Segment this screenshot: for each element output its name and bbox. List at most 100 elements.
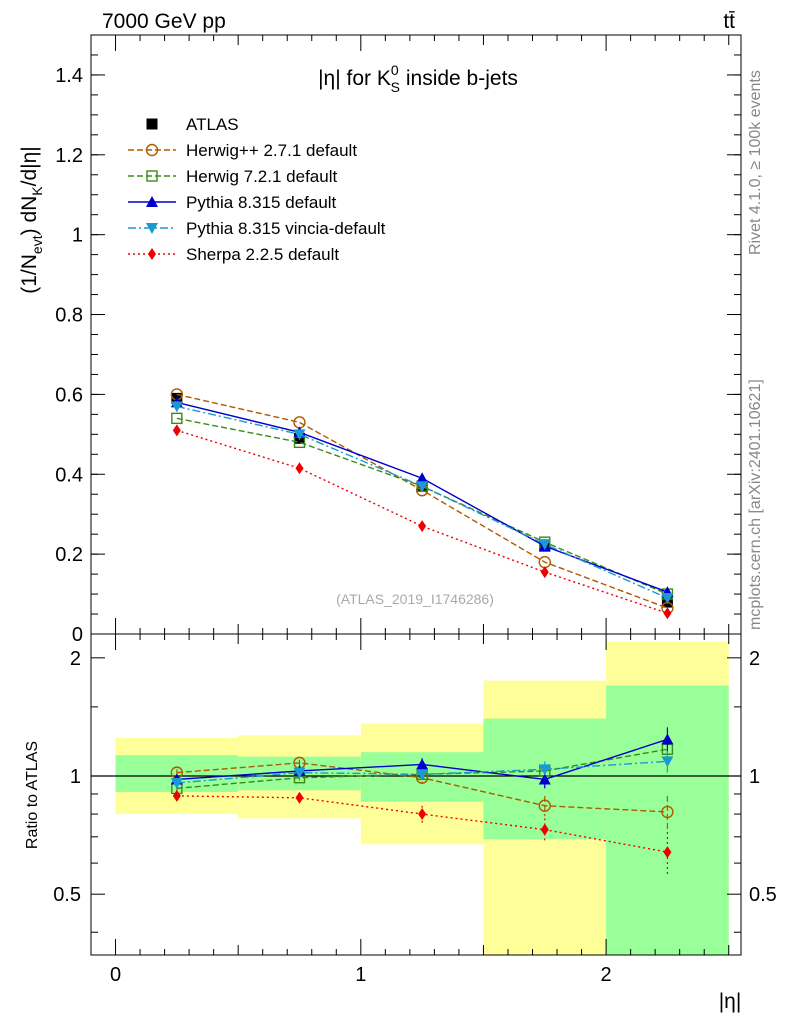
ratio-point [538,773,551,785]
ratio-point [295,791,304,804]
y-tick-label: 0.8 [55,305,83,327]
data-point [295,462,304,475]
ratio-axes: 0.5 0.5 1 1 2 2 0 1 2 [53,633,777,986]
ratio-y-tick-label-right: 0.5 [749,884,777,906]
ratio-point [172,789,181,802]
ratio-y-tick-label-left: 0.5 [53,884,81,906]
legend-marker [145,143,159,157]
data-point [170,401,183,413]
data-point [416,481,429,493]
title-suffix: inside b-jets [400,67,518,90]
data-point [171,412,183,425]
plot-title: |η| for K0 S inside b-jets [318,62,518,95]
series-line [176,429,668,614]
ylabel-part-c: /d|η| [18,146,41,186]
legend-marker [146,196,158,207]
rivet-version-label: Rivet 4.1.0, ≥ 100k events [747,70,764,255]
main-series-layer [170,388,674,620]
ratio-series-sherpa-2-2-5-default [172,789,672,875]
legend-label: Pythia 8.315 vincia-default [186,219,386,238]
data-point [538,539,551,551]
legend-entry: Sherpa 2.2.5 default [128,245,339,264]
data-point [293,416,306,429]
ylabel-part-a: (1/N [18,254,41,294]
ratio-series-pythia-8-315-vincia-default [170,750,674,789]
legend-entry: Pythia 8.315 vincia-default [128,219,386,238]
mcplots-reference-label: mcplots.cern.ch [arXiv:2401.10621] [747,379,764,630]
data-point [418,520,427,533]
ratio-point [418,808,427,821]
main-axes: 0 0.2 0.4 0.6 0.8 1 1.2 1.4 [55,34,742,646]
series-line [176,393,668,609]
ratio-y-tick-label-left: 2 [70,648,81,670]
title-subscript: S [391,79,400,95]
ratio-series-layer [170,727,674,875]
ratio-point [170,777,183,789]
uncertainty-band-green [606,685,729,955]
ratio-y-axis-label: Ratio to ATLAS [24,741,41,849]
ratio-point [416,769,429,781]
ratio-point [661,805,674,819]
x-tick-label: 0 [110,964,121,986]
ratio-point [538,764,551,776]
process-label: tt̄ [723,10,735,33]
series-herwig-7-2-1-default [171,412,674,600]
legend-entry: Herwig 7.2.1 default [128,167,337,186]
legend-label: Herwig++ 2.7.1 default [186,141,357,160]
y-tick-label: 0.6 [55,384,83,406]
y-tick-label: 0.2 [55,544,83,566]
ratio-point [540,823,549,836]
series-line [176,405,668,599]
data-point [293,429,306,441]
data-point [416,472,429,484]
legend-entry: ATLAS [146,115,239,134]
ratio-y-tick-label-right: 1 [749,766,760,788]
legend-marker [148,248,156,260]
data-point [172,424,181,437]
ratio-uncertainty-bands [115,641,729,955]
title-prefix: |η| for K [318,67,391,90]
legend-label: Herwig 7.2.1 default [186,167,337,186]
legend: ATLAS Herwig++ 2.7.1 default Herwig 7.2.1 … [128,115,386,264]
ratio-y-tick-label-right: 2 [749,648,760,670]
legend-entry: Herwig++ 2.7.1 default [128,141,357,160]
y-tick-label: 1.2 [55,145,83,167]
ratio-point [661,733,674,745]
ratio-point [293,767,306,779]
x-tick-label: 2 [601,964,612,986]
y-tick-label: 0 [72,624,83,646]
title-superscript: 0 [391,62,399,78]
ylabel-part-b: ) dN [18,196,41,236]
series-atlas [171,392,673,608]
ratio-frame [90,633,742,956]
legend-marker [146,118,158,130]
ylabel-sub-evt: evt [29,235,45,254]
x-tick-label: 1 [355,964,366,986]
data-point [663,607,672,620]
legend-label: Sherpa 2.2.5 default [186,245,339,264]
ratio-point [661,756,674,768]
main-y-axis-label: (1/Nevt) dNK/d|η| [18,146,45,294]
legend-marker [146,170,158,182]
legend-label: Pythia 8.315 default [186,193,337,212]
ratio-y-tick-label-left: 1 [70,766,81,788]
ylabel-sub-k: K [29,186,45,196]
series-sherpa-2-2-5-default [172,424,672,620]
series-pythia-8-315-vincia-default [170,401,674,605]
legend-entry: Pythia 8.315 default [128,193,337,212]
ratio-point [663,846,672,859]
series-line [176,417,668,595]
y-tick-label: 1.4 [55,65,83,87]
legend-label: ATLAS [186,115,239,134]
data-point [540,566,549,579]
energy-label: 7000 GeV pp [102,10,226,33]
ratio-point [538,799,551,812]
analysis-watermark: (ATLAS_2019_I1746286) [336,591,494,607]
y-tick-label: 1 [72,225,83,247]
y-tick-label: 0.4 [55,464,83,486]
data-point [661,593,674,605]
ratio-point [416,758,429,770]
x-axis-label: |η| [719,990,742,1013]
legend-marker [146,223,158,234]
